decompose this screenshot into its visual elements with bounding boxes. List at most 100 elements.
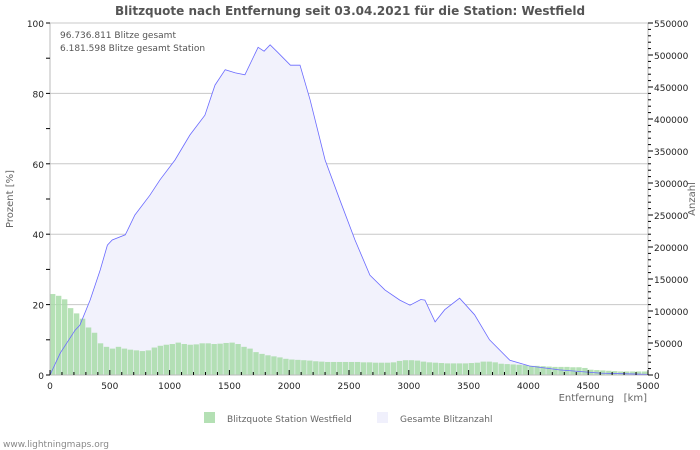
x-tick-label: 0 — [47, 382, 53, 392]
bar — [103, 346, 110, 375]
bar — [145, 350, 152, 375]
bar — [450, 363, 457, 375]
legend-label-station: Blitzquote Station Westfield — [227, 415, 352, 425]
bar — [498, 363, 504, 375]
x-axis-label: Entfernung [km] — [559, 393, 648, 404]
bar — [456, 363, 463, 375]
bar — [193, 344, 199, 375]
bar — [420, 361, 427, 375]
bar — [325, 361, 331, 375]
x-tick-label: 4500 — [577, 382, 600, 392]
y-right-tick-label: 450000 — [654, 84, 689, 94]
bar — [552, 366, 558, 375]
bar — [432, 362, 439, 375]
bar — [277, 357, 283, 375]
y-right-tick-label: 100000 — [654, 308, 689, 318]
y-right-tick-label: 500000 — [654, 52, 689, 62]
bar — [127, 349, 134, 375]
bar — [229, 342, 235, 375]
bar — [301, 360, 307, 375]
bar — [175, 342, 181, 375]
bar — [414, 360, 421, 375]
bar — [564, 366, 570, 375]
bar — [343, 361, 349, 375]
bar — [426, 362, 433, 375]
bar — [217, 343, 223, 375]
bar — [199, 343, 205, 375]
bar — [97, 343, 104, 375]
bar — [630, 371, 636, 375]
y-tick-label: 60 — [33, 161, 45, 171]
bar — [408, 360, 415, 375]
bar — [486, 361, 492, 375]
bar — [85, 327, 92, 375]
bar — [61, 299, 68, 375]
x-tick-label: 2000 — [278, 382, 301, 392]
y-right-tick-label: 300000 — [654, 180, 689, 190]
bar — [313, 361, 319, 375]
bar — [372, 362, 379, 375]
bar — [618, 371, 624, 375]
bar — [606, 370, 612, 375]
bar — [522, 365, 528, 375]
bar — [271, 356, 277, 375]
bar — [378, 362, 385, 375]
bar — [187, 344, 193, 375]
bar — [319, 361, 325, 375]
bar — [50, 294, 56, 375]
bar — [169, 344, 175, 375]
bar — [612, 371, 618, 375]
bar — [510, 364, 516, 375]
bar — [253, 352, 259, 375]
annotation-station: 6.181.598 Blitze gesamt Station — [60, 44, 205, 54]
bar — [600, 370, 606, 375]
bar — [528, 365, 534, 375]
y-tick-label: 20 — [33, 302, 45, 312]
watermark: www.lightningmaps.org — [3, 440, 109, 450]
bar — [504, 364, 510, 375]
y-right-tick-label: 0 — [654, 372, 660, 382]
total-count-area — [50, 44, 648, 376]
bar — [582, 367, 588, 375]
bar — [480, 361, 486, 375]
bar — [354, 361, 361, 375]
bar — [384, 362, 391, 375]
bar — [444, 363, 451, 375]
y-tick-label: 0 — [38, 372, 44, 382]
bar — [133, 350, 140, 375]
bar — [283, 358, 289, 375]
x-tick-label: 1000 — [158, 382, 181, 392]
y-tick-label: 80 — [33, 90, 45, 100]
x-tick-label: 1500 — [218, 382, 241, 392]
legend-swatch-total — [377, 412, 388, 423]
bar — [366, 362, 373, 375]
bar — [402, 360, 409, 375]
bar — [546, 366, 552, 375]
legend-label-total: Gesamte Blitzanzahl — [400, 415, 493, 425]
bar — [295, 359, 301, 375]
x-tick-label: 4000 — [517, 382, 540, 392]
bar — [534, 365, 540, 375]
bar — [259, 353, 265, 375]
bar — [157, 345, 164, 375]
bar — [265, 355, 271, 375]
bar — [360, 362, 367, 375]
bar — [55, 295, 62, 375]
bar — [516, 364, 522, 375]
bar — [205, 343, 211, 375]
bar — [223, 342, 229, 375]
bar — [235, 344, 241, 375]
x-tick-label: 2500 — [338, 382, 361, 392]
bar — [67, 308, 74, 375]
bar — [349, 361, 355, 375]
y-right-tick-label: 250000 — [654, 212, 689, 222]
y-right-tick-label: 200000 — [654, 244, 689, 254]
y-axis-right-label: Anzahl — [687, 182, 698, 216]
legend-swatch-station — [204, 412, 215, 423]
x-tick-label: 3000 — [397, 382, 420, 392]
bar — [462, 363, 468, 375]
bar — [211, 344, 217, 375]
bar — [109, 348, 116, 375]
y-right-tick-label: 350000 — [654, 148, 689, 158]
